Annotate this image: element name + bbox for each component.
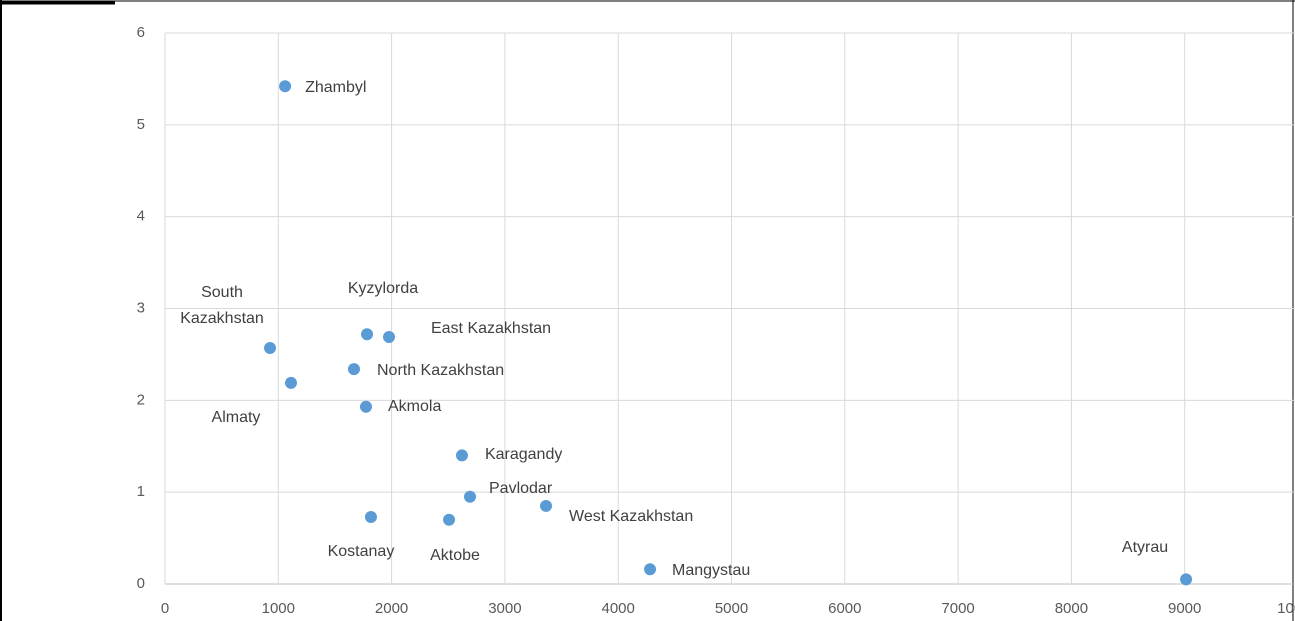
y-tick-label: 6 xyxy=(137,24,145,41)
x-tick-label: 6000 xyxy=(828,600,861,617)
point-label: Karagandy xyxy=(484,446,563,464)
y-tick-label: 5 xyxy=(137,116,145,133)
point xyxy=(1180,573,1193,586)
x-tick-label: 2000 xyxy=(375,600,408,617)
y-tick-label: 1 xyxy=(137,483,145,500)
point-label: South Kazakhstan xyxy=(180,283,264,327)
y-tick-label: 0 xyxy=(137,575,145,592)
y-tick-label: 4 xyxy=(137,208,145,225)
y-tick-label: 2 xyxy=(137,391,145,408)
x-tick-label: 8000 xyxy=(1055,600,1088,617)
point-label: Aktobe xyxy=(430,546,480,564)
x-tick-label: 4000 xyxy=(602,600,635,617)
point xyxy=(284,376,297,389)
point-label: Mangystau xyxy=(672,562,751,580)
point xyxy=(359,400,372,413)
point-label: Pavlodar xyxy=(489,479,553,497)
x-tick-label: 9000 xyxy=(1168,600,1201,617)
point xyxy=(464,490,477,503)
x-tick-label: 10000 xyxy=(1277,600,1295,617)
x-tick-label: 7000 xyxy=(941,600,974,617)
point-label: North Kazakhstan xyxy=(376,362,505,380)
x-tick-label: 3000 xyxy=(488,600,521,617)
point-label: Zhambyl xyxy=(305,79,367,97)
point-label: Almaty xyxy=(211,408,261,426)
x-tick-label: 1000 xyxy=(262,600,295,617)
point xyxy=(443,513,456,526)
point-label: Kostanay xyxy=(327,542,395,560)
point-label: Atyrau xyxy=(1121,539,1169,557)
point xyxy=(455,449,468,462)
x-tick-label: 0 xyxy=(161,600,169,617)
point-label: West Kazakhstan xyxy=(569,507,694,525)
point xyxy=(347,363,360,376)
point xyxy=(382,330,395,343)
y-tick-label: 3 xyxy=(137,299,145,316)
point xyxy=(361,328,374,341)
point xyxy=(540,499,553,512)
point-label: East Kazakhstan xyxy=(430,319,552,337)
point xyxy=(644,563,657,576)
point-label: Akmola xyxy=(387,397,442,415)
point-label: Kyzylorda xyxy=(347,280,419,298)
x-tick-label: 5000 xyxy=(715,600,748,617)
point xyxy=(264,341,277,354)
point xyxy=(364,510,377,523)
point xyxy=(279,80,292,93)
